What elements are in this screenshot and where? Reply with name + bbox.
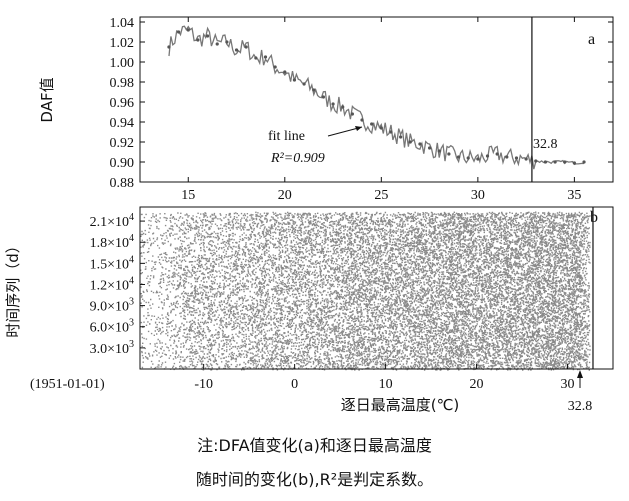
- daf-point: [196, 38, 200, 42]
- caption-line-1: 注:DFA值变化(a)和逐日最高温度: [197, 436, 432, 455]
- panel-b-arrowhead: [577, 370, 583, 378]
- daf-point: [263, 55, 268, 59]
- daf-point: [254, 56, 258, 60]
- panel-b-y-tick-label: 1.5×104: [90, 254, 134, 272]
- panel-a-y-tick-label: 0.92: [110, 136, 135, 151]
- daf-point: [553, 160, 557, 164]
- panel-a-x-tick-label: 30: [471, 188, 485, 203]
- daf-point: [563, 160, 567, 164]
- panel-a-y-tick-label: 0.98: [110, 76, 135, 91]
- daf-point: [514, 156, 519, 160]
- panel-a-vline-label: 32.8: [533, 137, 558, 152]
- daf-point: [292, 78, 297, 82]
- panel-b-ticks: -10 0 10 20 30 3.0×103 6.0×103 9.0×103 1.2×104 1.…: [90, 212, 575, 392]
- daf-point: [418, 142, 422, 146]
- daf-point: [370, 122, 374, 126]
- daf-point: [389, 130, 393, 134]
- daf-point: [534, 159, 538, 163]
- fit-line-arrowhead: [355, 126, 362, 131]
- panel-b-x-tick-label: -10: [194, 377, 213, 392]
- panel-a-y-tick-label: 0.88: [110, 176, 135, 191]
- panel-a-y-tick-label: 0.90: [110, 156, 135, 171]
- daf-point: [331, 102, 335, 106]
- daf-point: [273, 65, 277, 69]
- daf-point: [408, 140, 412, 144]
- panel-a-y-tick-label: 1.02: [110, 36, 135, 51]
- panel-a-x-tick-label: 15: [181, 188, 195, 203]
- daf-point: [572, 161, 576, 165]
- caption-line-2: 随时间的变化(b),R²是判定系数。: [195, 470, 434, 489]
- daf-point: [186, 28, 190, 32]
- daf-point: [302, 82, 306, 86]
- panel-a-letter: a: [588, 31, 595, 48]
- panel-b-y-tick-label: 2.1×104: [90, 212, 134, 230]
- panel-b-x-tick-label: 0: [291, 377, 298, 392]
- daf-point: [582, 160, 586, 164]
- panel-b-y-tick-label: 3.0×103: [90, 339, 134, 357]
- panel-a-chart: 15 20 25 30 35 0.88 0.90 0.92 0.94 0.96 0.98 1.00 1.…: [38, 16, 614, 203]
- panel-a-x-tick-label: 35: [567, 188, 581, 203]
- panel-a-y-tick-label: 0.96: [110, 96, 135, 111]
- panel-b-y-tick-label: 1.2×104: [90, 275, 134, 293]
- daf-point: [427, 146, 432, 150]
- daf-point: [466, 156, 470, 160]
- panel-b-frame: [139, 206, 614, 370]
- daf-point: [312, 88, 316, 92]
- panel-a-x-tick-label: 25: [374, 188, 388, 203]
- daf-point: [456, 155, 461, 159]
- panel-b-y-tick-label: 9.0×103: [90, 297, 134, 315]
- daf-point: [379, 126, 383, 130]
- daf-point: [485, 154, 490, 158]
- daf-point: [476, 157, 480, 161]
- time-origin-label: (1951-01-01): [30, 377, 105, 392]
- daf-point: [360, 118, 364, 122]
- r2-label: R²=0.909: [270, 151, 325, 166]
- daf-point: [399, 135, 403, 139]
- daf-point: [321, 95, 326, 99]
- panel-b-x-tick-label: 30: [561, 377, 575, 392]
- daf-point: [437, 149, 441, 153]
- panel-a-y-tick-label: 1.00: [110, 56, 135, 71]
- panel-b-vline-label: 32.8: [568, 399, 593, 414]
- daf-point: [524, 157, 528, 161]
- daf-point: [350, 112, 354, 116]
- panel-b-chart: -10 0 10 20 30 3.0×103 6.0×103 9.0×103 1.2×104 1.…: [4, 206, 614, 414]
- fit-line-label: fit line: [268, 129, 305, 144]
- daf-point: [341, 105, 345, 109]
- panel-a-marks: [167, 17, 586, 182]
- panel-b-xlabel: 逐日最高温度(℃): [341, 396, 460, 414]
- daf-point: [244, 45, 248, 49]
- daf-point: [234, 48, 239, 52]
- daf-point: [505, 155, 509, 159]
- panel-b-x-tick-label: 20: [470, 377, 484, 392]
- daf-point: [283, 70, 287, 74]
- daf-point: [167, 45, 171, 49]
- daf-point: [205, 34, 210, 38]
- panel-a-frame: [139, 16, 614, 183]
- panel-a-y-tick-label: 1.04: [110, 16, 135, 31]
- daf-point: [543, 160, 548, 164]
- daf-point: [225, 40, 229, 44]
- scatter-points: [140, 207, 594, 371]
- panel-b-x-tick-label: 10: [379, 377, 393, 392]
- daf-point: [447, 152, 451, 156]
- daf-point: [215, 42, 219, 46]
- panel-a-ticks: 15 20 25 30 35 0.88 0.90 0.92 0.94 0.96 0.98 1.00 1.…: [110, 16, 613, 203]
- panel-b-ylabel: 时间序列（d）: [4, 238, 22, 338]
- panel-b-letter: b: [590, 209, 598, 226]
- panel-a-x-tick-label: 20: [278, 188, 292, 203]
- panel-a-y-tick-label: 0.94: [110, 116, 135, 131]
- daf-point: [495, 152, 499, 156]
- panel-a-ylabel: DAF值: [38, 77, 56, 122]
- panel-b-y-tick-label: 1.8×104: [90, 233, 134, 251]
- daf-series-line: [168, 25, 585, 170]
- panel-b-y-tick-label: 6.0×103: [90, 318, 134, 336]
- daf-point: [177, 30, 181, 34]
- temperature-scatter: [140, 211, 591, 371]
